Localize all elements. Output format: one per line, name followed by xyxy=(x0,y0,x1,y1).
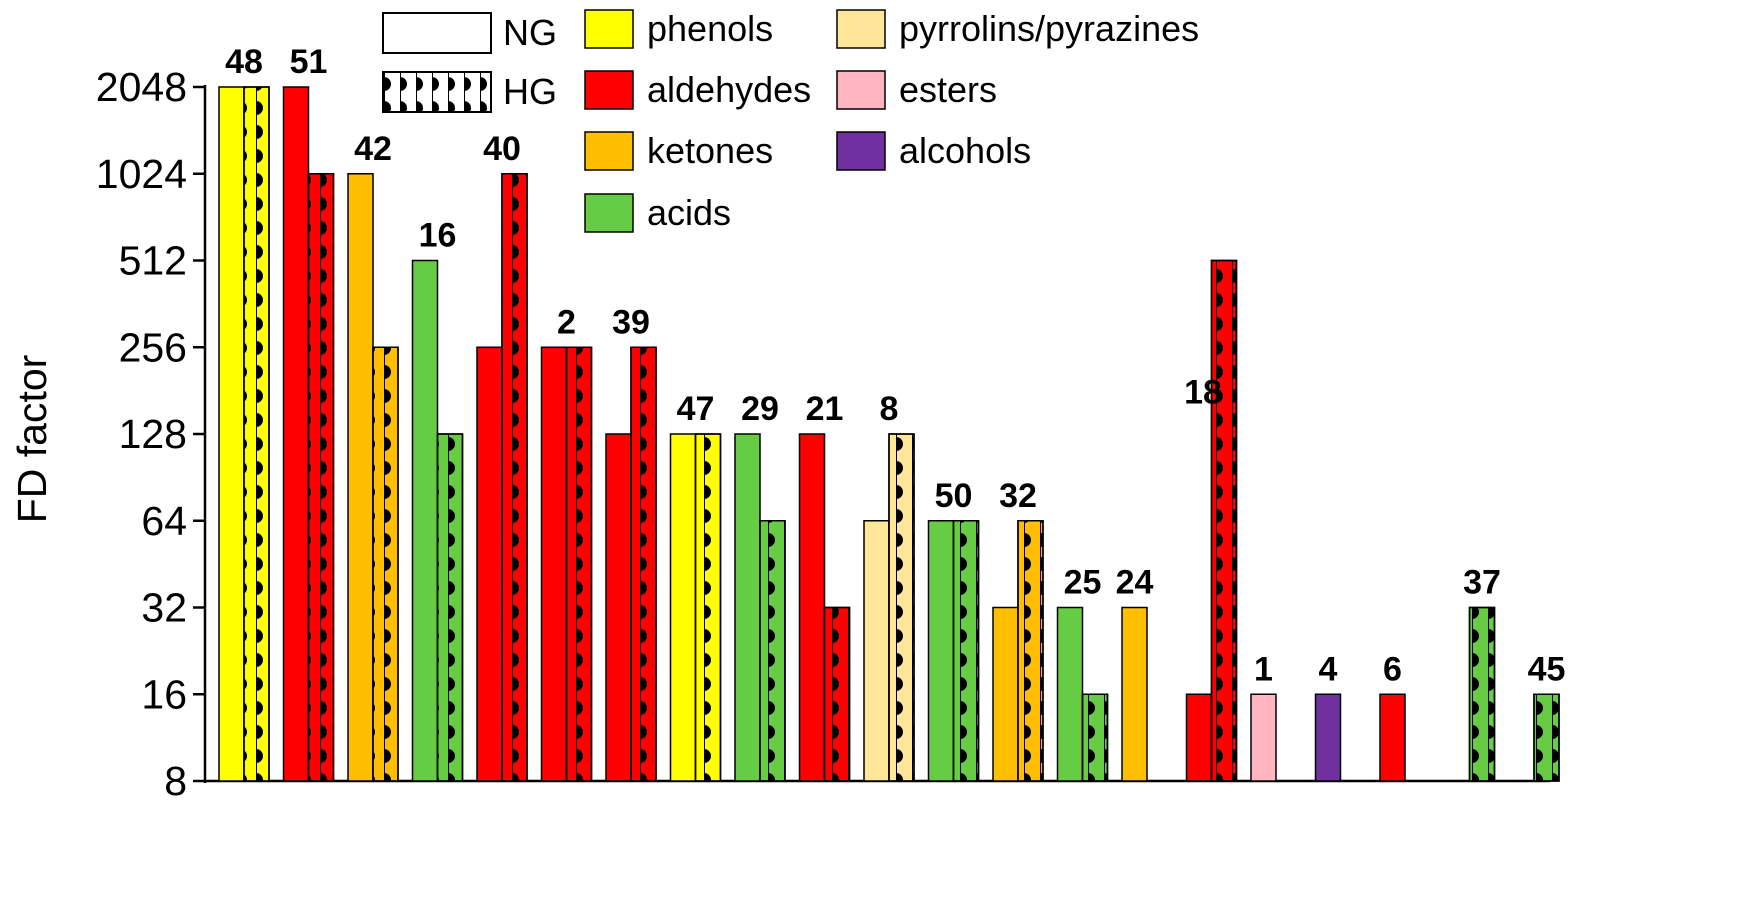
bar-ng-42 xyxy=(347,173,374,782)
compound-label-45: 45 xyxy=(1528,650,1566,688)
legend-label-aldehydes: aldehydes xyxy=(647,69,811,110)
compound-label-8: 8 xyxy=(880,390,899,428)
compound-label-4: 4 xyxy=(1319,650,1338,688)
compound-label-37: 37 xyxy=(1463,564,1501,602)
compound-label-47: 47 xyxy=(677,390,715,428)
bar-ng-1 xyxy=(1250,693,1277,782)
compound-label-25: 25 xyxy=(1064,564,1102,602)
compound-label-32: 32 xyxy=(999,477,1037,515)
legend-swatch-pyrrolins-pyrazines xyxy=(836,9,886,49)
compound-label-40: 40 xyxy=(483,130,521,168)
legend-label-alcohols: alcohols xyxy=(899,130,1031,171)
bar-ng-32 xyxy=(992,606,1019,782)
compound-label-1: 1 xyxy=(1254,650,1273,688)
bar-ng-4 xyxy=(1314,693,1342,782)
bar-hg-pattern-2 xyxy=(565,346,593,782)
bar-hg-pattern-42 xyxy=(372,346,399,782)
y-tick-label: 256 xyxy=(119,324,187,370)
compound-label-29: 29 xyxy=(741,390,779,428)
bar-ng-6 xyxy=(1379,693,1406,782)
bar-hg-pattern-50 xyxy=(952,520,980,782)
bar-hg-pattern-16 xyxy=(436,433,464,782)
compound-label-39: 39 xyxy=(612,303,650,341)
compound-label-48: 48 xyxy=(225,43,263,81)
bar-hg-pattern-18 xyxy=(1210,259,1238,782)
legend-label-acids: acids xyxy=(647,192,731,233)
bar-ng-21 xyxy=(798,433,826,782)
legend-swatch-hg xyxy=(382,71,492,113)
legend-swatch-acids xyxy=(584,193,634,233)
bar-ng-48 xyxy=(218,86,245,782)
bar-hg-pattern-39 xyxy=(630,346,657,782)
bar-hg-pattern-32 xyxy=(1017,520,1044,782)
compound-label-6: 6 xyxy=(1383,650,1402,688)
compound-label-2: 2 xyxy=(557,303,576,341)
bar-ng-51 xyxy=(282,86,310,782)
compound-label-51: 51 xyxy=(290,43,328,81)
compound-label-50: 50 xyxy=(935,477,973,515)
bar-hg-pattern-51 xyxy=(307,173,335,782)
legend-label-esters: esters xyxy=(899,69,997,110)
bar-ng-16 xyxy=(411,259,439,782)
y-tick-label: 32 xyxy=(141,585,187,631)
legend-swatch-alcohols xyxy=(836,131,886,171)
y-tick-label: 8 xyxy=(164,758,187,804)
bar-hg-pattern-21 xyxy=(823,606,851,782)
y-tick-label: 128 xyxy=(119,411,187,457)
y-tick-label: 16 xyxy=(141,671,187,717)
legend-swatch-aldehydes xyxy=(584,70,634,110)
bar-ng-40 xyxy=(476,346,503,782)
legend-swatch-phenols xyxy=(584,9,634,49)
bar-ng-24 xyxy=(1121,606,1148,782)
y-tick-label: 1024 xyxy=(96,151,187,197)
bar-ng-8 xyxy=(863,520,890,782)
legend-label-ketones: ketones xyxy=(647,130,773,171)
bar-ng-47 xyxy=(669,433,697,782)
compound-label-18: 18 xyxy=(1184,374,1222,412)
legend-swatch-esters xyxy=(836,70,886,110)
bar-ng-25 xyxy=(1056,606,1084,782)
compound-label-24: 24 xyxy=(1116,564,1154,602)
legend-label-pyrrolins-pyrazines: pyrrolins/pyrazines xyxy=(899,8,1199,49)
bar-hg-pattern-45 xyxy=(1533,693,1560,782)
bar-ng-2 xyxy=(540,346,568,782)
y-axis-label: FD factor xyxy=(9,355,55,524)
y-tick-label: 2048 xyxy=(96,64,187,110)
bar-hg-pattern-40 xyxy=(501,173,528,782)
compound-label-21: 21 xyxy=(806,390,844,428)
bar-ng-29 xyxy=(734,433,761,782)
y-tick-label: 64 xyxy=(141,498,187,544)
legend-swatch-ketones xyxy=(584,131,634,171)
bar-hg-pattern-29 xyxy=(759,520,786,782)
bar-hg-pattern-48 xyxy=(243,86,270,782)
legend: NG HG phenols aldehydes ketones acids pyrrolin… xyxy=(382,8,1199,233)
bar-hg-pattern-47 xyxy=(694,433,722,782)
legend-label-phenols: phenols xyxy=(647,8,773,49)
bar-hg-pattern-37 xyxy=(1468,606,1496,782)
legend-label-hg: HG xyxy=(503,71,557,112)
legend-label-ng: NG xyxy=(503,12,557,53)
bar-ng-18 xyxy=(1185,693,1213,782)
bar-hg-pattern-25 xyxy=(1081,693,1109,782)
bar-hg-pattern-8 xyxy=(888,433,915,782)
y-tick-label: 512 xyxy=(119,238,187,284)
legend-swatch-ng xyxy=(382,12,492,54)
compound-label-16: 16 xyxy=(419,217,457,255)
bar-ng-50 xyxy=(927,520,955,782)
bar-ng-39 xyxy=(605,433,632,782)
compound-label-42: 42 xyxy=(354,130,392,168)
